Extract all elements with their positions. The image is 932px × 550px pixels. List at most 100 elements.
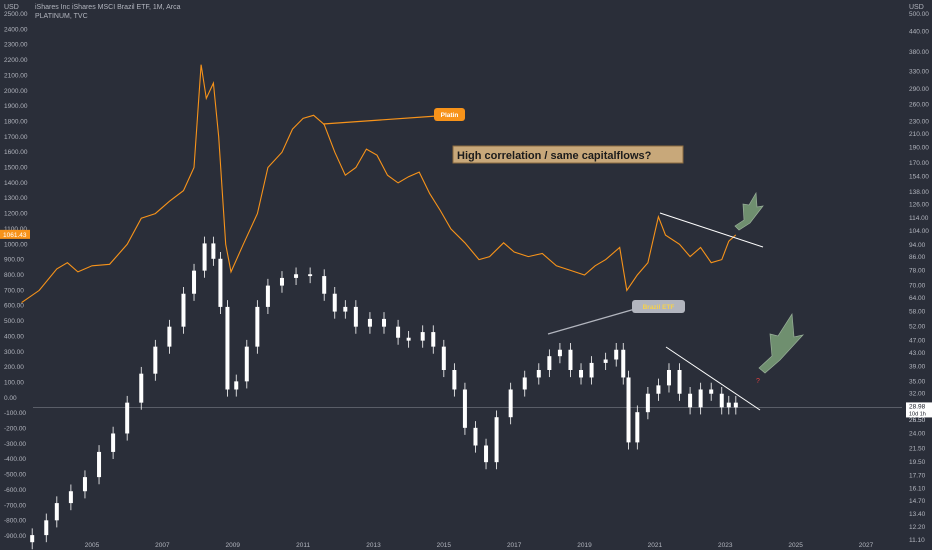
x-axis-tick-label: 2015 <box>437 542 452 549</box>
candle-body <box>308 274 313 277</box>
candle-body <box>522 377 527 390</box>
left-price-axis: 2500.00 2400.00 2300.00 2200.00 2100.00 2000.… <box>4 11 28 540</box>
candle-body <box>420 332 425 341</box>
candle-body <box>396 326 401 338</box>
candle-body <box>218 258 223 307</box>
right-axis-tick-label: 43.00 <box>909 350 926 357</box>
right-currency-label: USD <box>909 4 924 11</box>
left-axis-tick-label: 500.00 <box>4 318 24 325</box>
x-axis-tick-label: 2025 <box>788 542 803 549</box>
drawings-layer <box>322 115 805 411</box>
right-axis-tick-label: 290.00 <box>909 86 929 93</box>
right-axis-tick-label: 12.20 <box>909 524 926 531</box>
right-axis-tick-label: 500.00 <box>909 11 929 18</box>
candle-body <box>322 276 327 294</box>
platinum-trendline[interactable] <box>659 212 764 248</box>
right-price-axis: 500.00 440.00 380.00 330.00 290.00 260.00 230.… <box>909 11 929 544</box>
candle-body <box>225 306 230 390</box>
left-axis-tick-label: 400.00 <box>4 333 24 340</box>
up-arrow-icon[interactable] <box>734 191 764 231</box>
brazil-tag-label: Brazil ETF <box>643 304 675 311</box>
time-axis: 2005 2007 2009 2011 2013 2015 2017 2019 2021 2023… <box>85 542 874 549</box>
right-axis-tick-label: 330.00 <box>909 68 929 75</box>
candle-body <box>234 381 239 390</box>
brazil-last-price-tag: 28.98 10d 1h 26.50 <box>906 402 932 424</box>
platin-callout-line <box>322 115 438 125</box>
candle-body <box>441 346 446 370</box>
candle-body <box>111 433 116 452</box>
right-axis-tick-label: 190.00 <box>909 145 929 152</box>
candle-body <box>332 293 337 312</box>
candle-body <box>192 270 197 294</box>
right-axis-tick-label: 39.00 <box>909 363 926 370</box>
up-arrow-icon[interactable] <box>758 312 805 374</box>
candle-body <box>494 417 499 463</box>
candle-body <box>367 318 372 327</box>
platinum-last-price-tag: 1061.43 <box>0 229 30 239</box>
left-axis-tick-label: 1900.00 <box>4 103 28 110</box>
left-axis-tick-label: -600.00 <box>4 487 26 494</box>
left-axis-tick-label: 2500.00 <box>4 11 28 18</box>
chart-title: iShares Inc iShares MSCI Brazil ETF, 1M,… <box>35 4 181 11</box>
x-axis-tick-label: 2011 <box>296 542 310 549</box>
left-axis-tick-label: 300.00 <box>4 349 24 356</box>
right-axis-tick-label: 35.00 <box>909 378 926 385</box>
candle-body <box>536 369 541 378</box>
right-axis-tick-label: 47.00 <box>909 338 926 345</box>
candle-body <box>431 332 436 347</box>
candle-body <box>635 412 640 443</box>
x-axis-tick-label: 2009 <box>225 542 240 549</box>
brazil-callout-line <box>547 308 636 335</box>
candle-body <box>97 451 102 478</box>
left-axis-tick-label: 200.00 <box>4 364 24 371</box>
candle-body <box>167 326 172 347</box>
candle-body <box>579 369 584 378</box>
left-axis-tick-label: 1200.00 <box>4 211 28 218</box>
platin-tag[interactable]: Platin <box>434 108 465 121</box>
brazil-prev-price: 26.50 <box>909 417 926 424</box>
candle-body <box>508 389 513 418</box>
left-axis-tick-label: 1800.00 <box>4 118 28 125</box>
right-axis-tick-label: 17.70 <box>909 473 926 480</box>
left-axis-tick-label: 800.00 <box>4 272 24 279</box>
right-axis-tick-label: 26.50 <box>909 417 926 424</box>
candle-body <box>382 318 387 327</box>
candle-body <box>666 369 671 386</box>
right-axis-tick-label: 21.50 <box>909 446 926 453</box>
candle-body <box>603 359 608 363</box>
left-axis-tick-label: 0.00 <box>4 395 17 402</box>
right-axis-tick-label: 380.00 <box>909 49 929 56</box>
left-axis-tick-label: 1000.00 <box>4 241 28 248</box>
brazil-tag[interactable]: Brazil ETF <box>632 300 685 313</box>
candle-body <box>614 349 619 360</box>
candle-body <box>30 535 35 543</box>
series-layer <box>21 64 738 550</box>
candle-body <box>462 389 467 428</box>
left-axis-tick-label: 100.00 <box>4 379 24 386</box>
left-currency-label: USD <box>4 4 19 11</box>
x-axis-tick-label: 2019 <box>577 542 592 549</box>
candle-body <box>202 243 207 271</box>
left-axis-tick-label: -700.00 <box>4 502 26 509</box>
candle-body <box>294 274 299 278</box>
left-axis-tick-label: 2300.00 <box>4 42 28 49</box>
question-mark-annotation[interactable]: ? <box>756 378 760 385</box>
right-axis-tick-label: 138.00 <box>909 189 929 196</box>
candle-body <box>719 393 724 408</box>
right-axis-tick-label: 114.00 <box>909 215 929 222</box>
left-axis-tick-label: 2400.00 <box>4 26 28 33</box>
left-axis-tick-label: 2100.00 <box>4 72 28 79</box>
candle-body <box>125 402 130 434</box>
candle-body <box>244 346 249 382</box>
candle-body <box>733 402 738 408</box>
candle-body <box>656 385 661 394</box>
brazil-last-price: 28.98 <box>909 403 926 410</box>
brazil-trendline[interactable] <box>665 346 761 411</box>
x-axis-tick-label: 2021 <box>648 542 663 549</box>
left-axis-tick-label: -900.00 <box>4 533 26 540</box>
right-axis-tick-label: 440.00 <box>909 29 929 36</box>
left-axis-tick-label: 1700.00 <box>4 134 28 141</box>
candle-body <box>709 389 714 394</box>
headline-box[interactable]: High correlation / same capitalflows? <box>452 145 684 164</box>
